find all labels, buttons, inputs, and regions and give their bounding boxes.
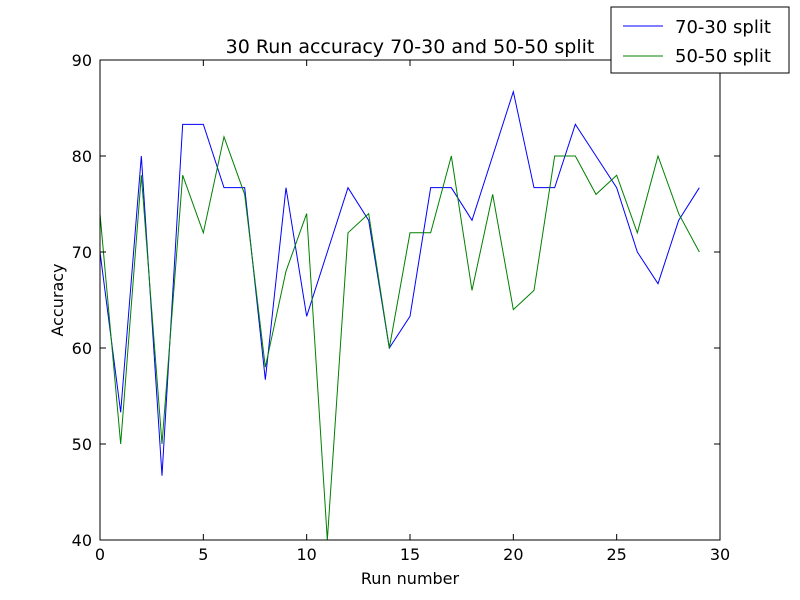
series-line-50-50 [99,134,700,541]
ticks-layer: 0 5 10 15 20 25 30 40 50 60 70 80 90 [72,51,731,564]
x-axis-label: Run number [361,569,460,588]
y-tick-label: 90 [72,51,92,70]
x-tick-label: 25 [606,545,626,564]
y-tick-label: 80 [72,147,92,166]
y-axis-label: Accuracy [48,263,67,336]
legend-label-50-50: 50-50 split [675,46,771,67]
chart-title: 30 Run accuracy 70-30 and 50-50 split [226,36,595,58]
x-tick-label: 0 [95,545,105,564]
series-line-70-30 [99,89,700,476]
y-tick-label: 40 [72,531,92,550]
x-tick-label: 10 [296,545,316,564]
y-tick-label: 60 [72,339,92,358]
x-tick-label: 15 [400,545,420,564]
x-tick-label: 20 [503,545,523,564]
x-tick-label: 5 [198,545,208,564]
y-tick-label: 50 [72,435,92,454]
legend: 70-30 split 50-50 split [610,6,790,74]
x-tick-label: 30 [710,545,730,564]
legend-box [610,6,790,74]
y-tick-label: 70 [72,243,92,262]
series-layer [99,89,700,541]
legend-label-70-30: 70-30 split [675,17,771,38]
